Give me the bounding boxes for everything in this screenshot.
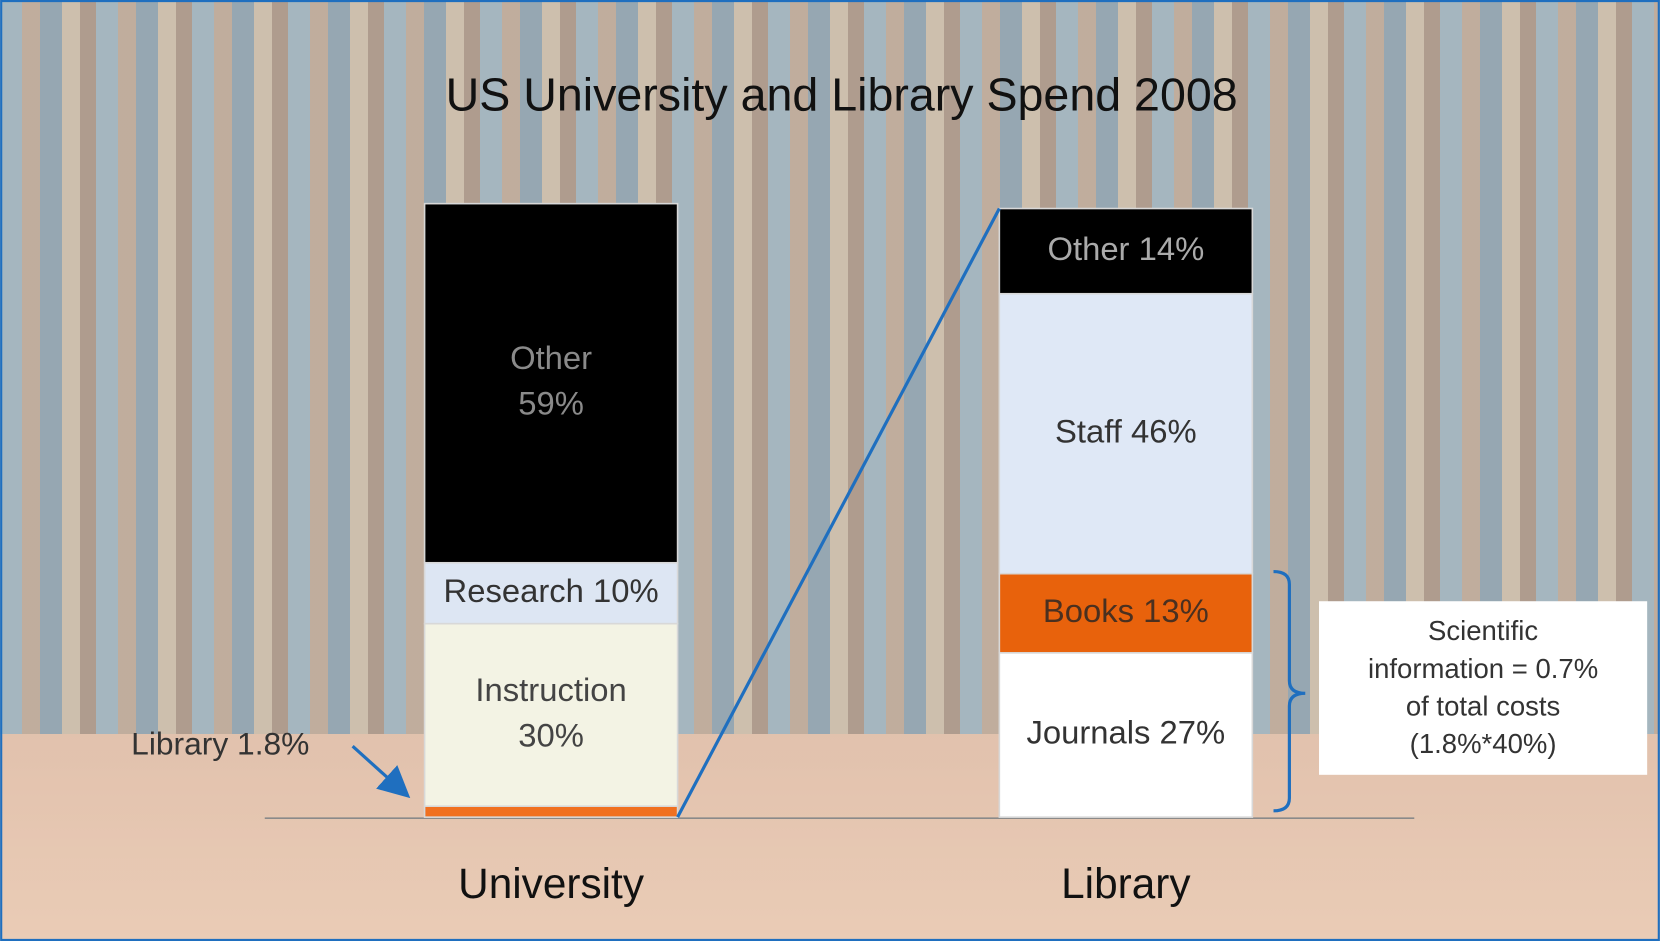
annotation: of total costs <box>1406 690 1560 721</box>
x-tick-label: University <box>458 860 645 907</box>
chart: US University and Library Spend 2008 Uni… <box>0 0 1660 941</box>
segment-label: Staff 46% <box>1055 412 1197 449</box>
annotation: information = 0.7% <box>1368 653 1598 684</box>
annotation: Scientific <box>1428 615 1538 646</box>
annotation: (1.8%*40%) <box>1410 728 1557 759</box>
segment-label: Library 1.8% <box>131 726 309 762</box>
zoom-line <box>678 209 1000 818</box>
arrow <box>353 746 406 794</box>
segment-label: Books 13% <box>1043 592 1209 629</box>
segment-label: Other 14% <box>1047 230 1204 267</box>
bar-segment <box>425 204 678 563</box>
chart-title: US University and Library Spend 2008 <box>446 69 1238 121</box>
segment-label: Journals 27% <box>1026 714 1225 751</box>
segment-label: 30% <box>518 716 584 753</box>
frame <box>1 1 1659 940</box>
x-tick-label: Library <box>1061 860 1191 907</box>
segment-label: Research 10% <box>444 572 659 609</box>
segment-label: Other <box>510 339 592 376</box>
bracket <box>1274 572 1306 811</box>
segment-label: Instruction <box>475 671 626 708</box>
bar-segment <box>425 806 678 817</box>
segment-label: 59% <box>518 385 584 422</box>
bar-segment <box>425 624 678 807</box>
